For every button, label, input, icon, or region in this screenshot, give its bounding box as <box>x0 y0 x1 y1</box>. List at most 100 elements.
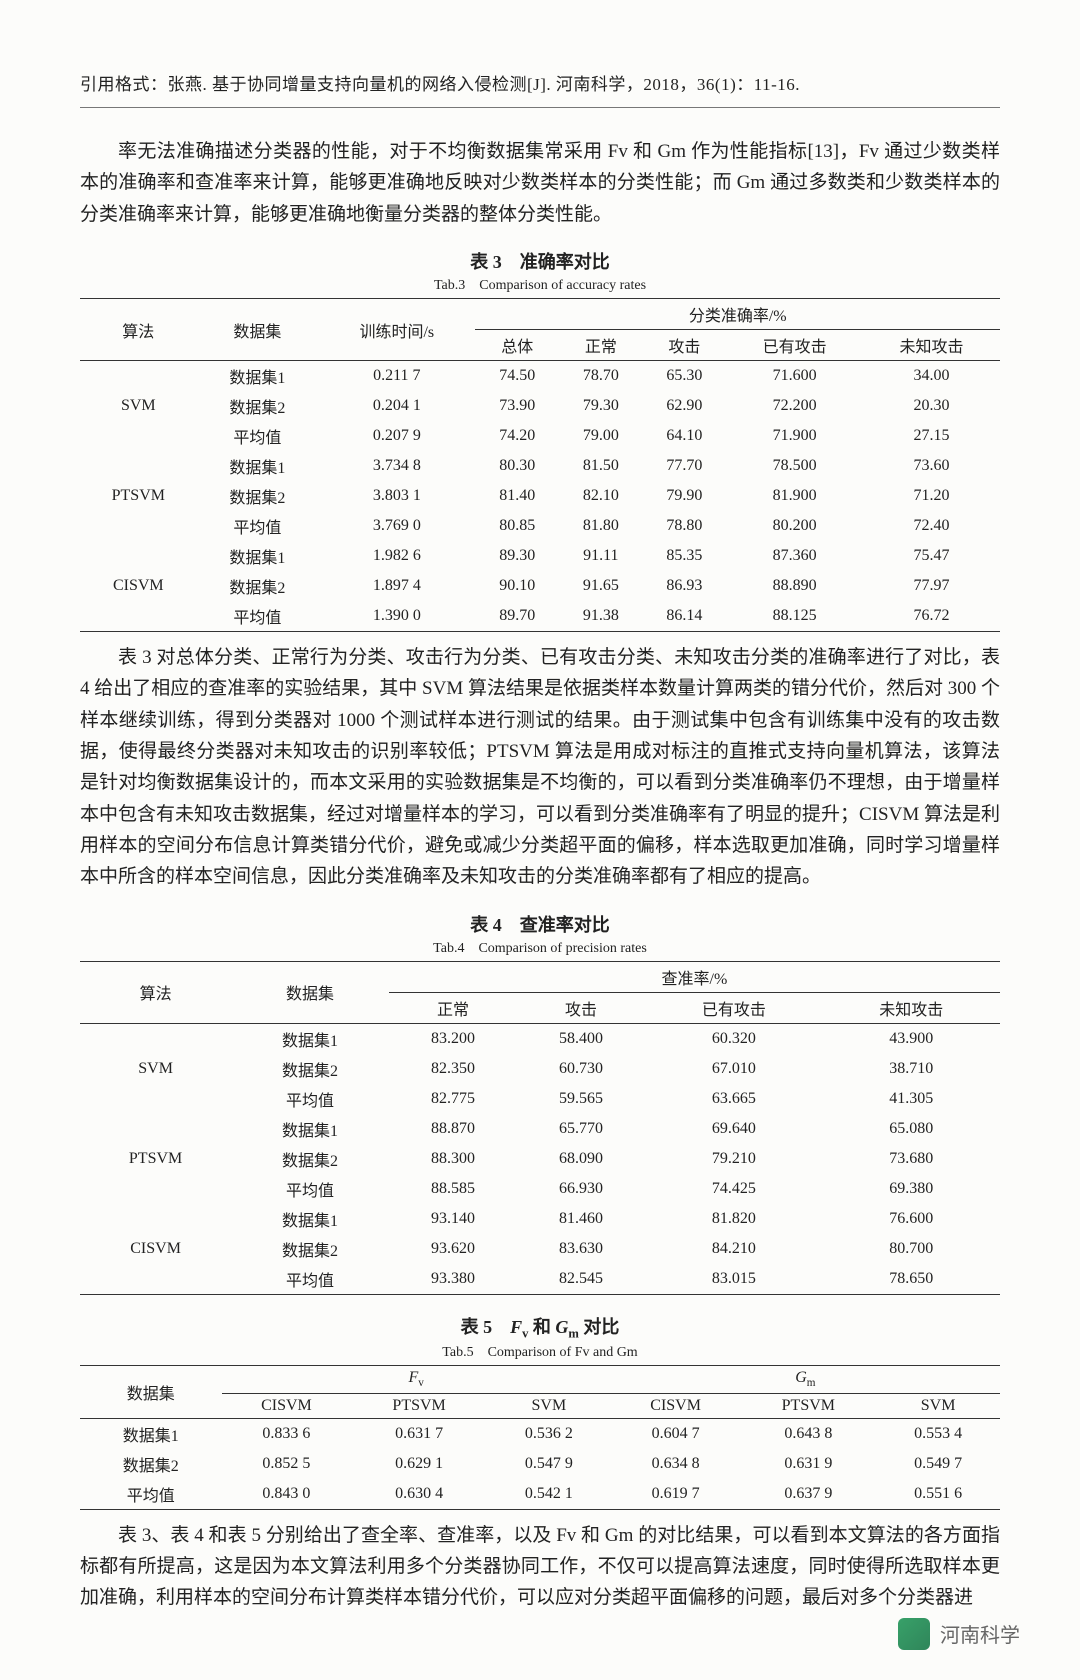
table-cell: 78.500 <box>726 451 863 481</box>
table-cell: 75.47 <box>863 541 1000 571</box>
table-cell: 平均值 <box>231 1084 389 1114</box>
table-cell: 66.930 <box>517 1174 645 1204</box>
table3-title: 表 3 准确率对比 <box>80 248 1000 274</box>
table-cell: 0.547 9 <box>487 1449 611 1479</box>
table-cell: 89.30 <box>475 541 559 571</box>
table-cell: 81.40 <box>475 481 559 511</box>
table-cell: 72.40 <box>863 511 1000 541</box>
table-header: PTSVM <box>741 1393 877 1418</box>
table-cell: 0.852 5 <box>222 1449 352 1479</box>
table-cell: 0.542 1 <box>487 1479 611 1510</box>
footer-logo-icon <box>898 1618 930 1650</box>
table-cell: 0.604 7 <box>611 1418 741 1449</box>
table5-title: 表 5 Fv 和 Gm 对比 <box>80 1313 1000 1342</box>
table-cell: 89.70 <box>475 601 559 632</box>
table3: 算法数据集训练时间/s分类准确率/%总体正常攻击已有攻击未知攻击SVM数据集10… <box>80 298 1000 632</box>
table-cell: 88.585 <box>389 1174 517 1204</box>
table-header: 算法 <box>80 961 231 1023</box>
table-header: Gm <box>611 1366 1000 1393</box>
table-cell: 43.900 <box>823 1023 1000 1054</box>
table-header: 攻击 <box>517 992 645 1023</box>
table-cell: 平均值 <box>231 1264 389 1295</box>
table-header: CISVM <box>611 1393 741 1418</box>
table-cell: 68.090 <box>517 1144 645 1174</box>
footer-text: 河南科学 <box>940 1619 1020 1648</box>
table-cell: 77.70 <box>643 451 727 481</box>
table-cell: 93.140 <box>389 1204 517 1234</box>
table-cell: 0.631 9 <box>741 1449 877 1479</box>
table-cell: 58.400 <box>517 1023 645 1054</box>
table-cell: 91.65 <box>559 571 643 601</box>
table-header: 已有攻击 <box>726 330 863 361</box>
table-cell: 81.820 <box>645 1204 822 1234</box>
table-cell: 78.650 <box>823 1264 1000 1295</box>
table-cell: 73.90 <box>475 391 559 421</box>
paragraph-1: 率无法准确描述分类器的性能，对于不均衡数据集常采用 Fv 和 Gm 作为性能指标… <box>80 136 1000 230</box>
table-cell: 67.010 <box>645 1054 822 1084</box>
table-cell: 62.90 <box>643 391 727 421</box>
table-cell: 74.20 <box>475 421 559 451</box>
table-cell: CISVM <box>80 541 197 632</box>
table-cell: 83.630 <box>517 1234 645 1264</box>
table-cell: 平均值 <box>80 1479 222 1510</box>
table-cell: 82.545 <box>517 1264 645 1295</box>
table-cell: 数据集1 <box>80 1418 222 1449</box>
table-cell: 71.900 <box>726 421 863 451</box>
table-cell: 84.210 <box>645 1234 822 1264</box>
table-cell: 82.10 <box>559 481 643 511</box>
table-header: CISVM <box>222 1393 352 1418</box>
table-cell: 数据集1 <box>231 1114 389 1144</box>
table-cell: 78.70 <box>559 361 643 392</box>
table4-title: 表 4 查准率对比 <box>80 911 1000 937</box>
table-header: 数据集 <box>80 1366 222 1418</box>
table-cell: 0.833 6 <box>222 1418 352 1449</box>
table-cell: 0.549 7 <box>876 1449 1000 1479</box>
table-cell: 65.30 <box>643 361 727 392</box>
table-cell: SVM <box>80 361 197 452</box>
table-cell: 平均值 <box>197 601 319 632</box>
table-header: PTSVM <box>351 1393 487 1418</box>
table-cell: 93.380 <box>389 1264 517 1295</box>
table-cell: 77.97 <box>863 571 1000 601</box>
table-header: 查准率/% <box>389 961 1000 992</box>
table-cell: 81.80 <box>559 511 643 541</box>
table-cell: 81.50 <box>559 451 643 481</box>
table-header: Fv <box>222 1366 611 1393</box>
citation-line: 引用格式：张燕. 基于协同增量支持向量机的网络入侵检测[J]. 河南科学，201… <box>80 70 1000 108</box>
table-cell: 59.565 <box>517 1084 645 1114</box>
table-cell: 79.210 <box>645 1144 822 1174</box>
table-cell: 1.390 0 <box>318 601 475 632</box>
table-cell: 81.460 <box>517 1204 645 1234</box>
table-cell: 79.00 <box>559 421 643 451</box>
table-cell: 71.20 <box>863 481 1000 511</box>
table-cell: 0.619 7 <box>611 1479 741 1510</box>
table-cell: 3.803 1 <box>318 481 475 511</box>
table3-subtitle: Tab.3 Comparison of accuracy rates <box>80 274 1000 294</box>
table-cell: 80.85 <box>475 511 559 541</box>
table5-subtitle: Tab.5 Comparison of Fv and Gm <box>80 1341 1000 1361</box>
table-cell: 72.200 <box>726 391 863 421</box>
table-cell: 78.80 <box>643 511 727 541</box>
table-cell: 数据集2 <box>197 391 319 421</box>
table-cell: 数据集1 <box>197 451 319 481</box>
table-cell: 0.631 7 <box>351 1418 487 1449</box>
table-cell: 88.870 <box>389 1114 517 1144</box>
table-cell: 82.775 <box>389 1084 517 1114</box>
table-cell: 3.769 0 <box>318 511 475 541</box>
table-cell: PTSVM <box>80 451 197 541</box>
table-cell: 3.734 8 <box>318 451 475 481</box>
table-cell: 80.30 <box>475 451 559 481</box>
table-cell: 60.320 <box>645 1023 822 1054</box>
table-cell: 88.300 <box>389 1144 517 1174</box>
table-cell: 平均值 <box>197 421 319 451</box>
table-cell: 数据集1 <box>231 1204 389 1234</box>
table-cell: 平均值 <box>231 1174 389 1204</box>
table-cell: 数据集2 <box>80 1449 222 1479</box>
table-cell: 91.11 <box>559 541 643 571</box>
table-cell: 73.680 <box>823 1144 1000 1174</box>
table-header: 未知攻击 <box>823 992 1000 1023</box>
table-cell: 0.553 4 <box>876 1418 1000 1449</box>
table-cell: 90.10 <box>475 571 559 601</box>
table-cell: 83.200 <box>389 1023 517 1054</box>
table-cell: CISVM <box>80 1204 231 1295</box>
